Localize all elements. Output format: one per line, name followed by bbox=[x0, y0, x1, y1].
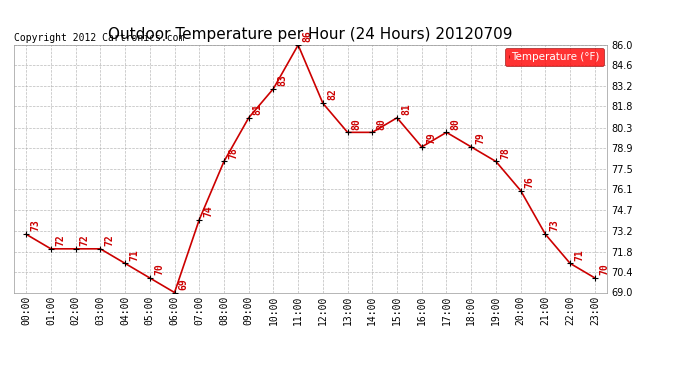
Text: 72: 72 bbox=[104, 234, 115, 246]
Text: 79: 79 bbox=[426, 132, 436, 144]
Text: 73: 73 bbox=[549, 220, 560, 231]
Text: 80: 80 bbox=[377, 118, 386, 130]
Text: 82: 82 bbox=[327, 89, 337, 101]
Text: 70: 70 bbox=[154, 263, 164, 275]
Text: 81: 81 bbox=[401, 103, 411, 115]
Text: 76: 76 bbox=[525, 176, 535, 188]
Title: Outdoor Temperature per Hour (24 Hours) 20120709: Outdoor Temperature per Hour (24 Hours) … bbox=[108, 27, 513, 42]
Text: Copyright 2012 Cartronics.com: Copyright 2012 Cartronics.com bbox=[14, 33, 184, 42]
Legend: Temperature (°F): Temperature (°F) bbox=[505, 48, 604, 66]
Text: 72: 72 bbox=[80, 234, 90, 246]
Text: 83: 83 bbox=[277, 74, 288, 86]
Text: 70: 70 bbox=[599, 263, 609, 275]
Text: 79: 79 bbox=[475, 132, 485, 144]
Text: 72: 72 bbox=[55, 234, 65, 246]
Text: 73: 73 bbox=[30, 220, 40, 231]
Text: 78: 78 bbox=[228, 147, 238, 159]
Text: 86: 86 bbox=[302, 30, 313, 42]
Text: 80: 80 bbox=[451, 118, 461, 130]
Text: 69: 69 bbox=[179, 278, 188, 290]
Text: 78: 78 bbox=[500, 147, 510, 159]
Text: 71: 71 bbox=[574, 249, 584, 261]
Text: 71: 71 bbox=[129, 249, 139, 261]
Text: 74: 74 bbox=[204, 205, 213, 217]
Text: 80: 80 bbox=[352, 118, 362, 130]
Text: 81: 81 bbox=[253, 103, 263, 115]
